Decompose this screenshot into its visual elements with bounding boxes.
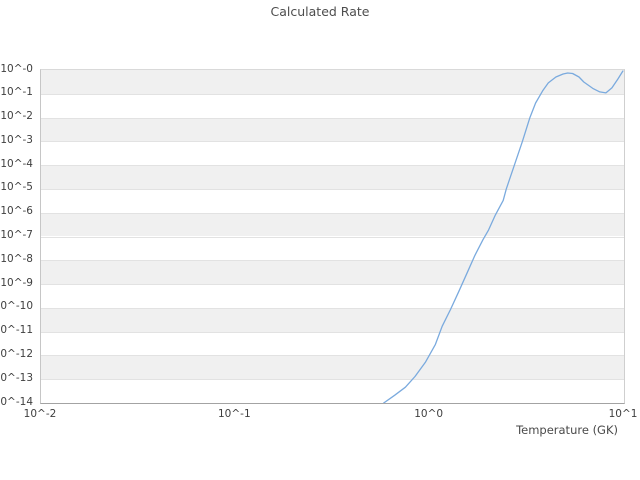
gridline — [41, 331, 624, 333]
y-tick-label: 10^-1 — [0, 86, 33, 99]
x-tick-label: 10^1 — [608, 408, 638, 420]
rate-curve — [383, 70, 624, 403]
plot-band — [41, 70, 624, 94]
y-tick-label: 10^-13 — [0, 371, 33, 384]
y-tick-label: 10^-2 — [0, 110, 33, 123]
y-tick-label: 10^-11 — [0, 324, 33, 337]
chart-title: Calculated Rate — [270, 4, 370, 19]
gridline — [41, 307, 624, 309]
plot-band — [41, 307, 624, 332]
gridline — [41, 379, 624, 381]
y-tick-label: 10^-4 — [0, 157, 33, 170]
gridline — [41, 236, 624, 238]
plot-band — [41, 165, 624, 189]
y-tick-label: 10^-9 — [0, 276, 33, 289]
gridline — [41, 141, 624, 143]
gridline — [41, 93, 624, 95]
x-tick-label: 10^0 — [414, 408, 444, 420]
gridline — [41, 355, 624, 357]
plot-band — [41, 260, 624, 285]
y-tick-label: 10^-0 — [0, 62, 33, 75]
y-tick-label: 10^-6 — [0, 205, 33, 218]
plot-area — [40, 69, 625, 404]
rate-curve-line — [383, 70, 624, 403]
gridline — [41, 117, 624, 119]
plot-band — [41, 355, 624, 380]
y-tick-label: 10^-10 — [0, 300, 33, 313]
x-tick-label: 10^-1 — [218, 408, 251, 420]
y-tick-label: 10^-8 — [0, 252, 33, 265]
gridline — [41, 212, 624, 214]
y-tick-label: 10^-5 — [0, 181, 33, 194]
y-tick-label: 10^-14 — [0, 395, 33, 408]
x-axis-label: Temperature (GK) — [516, 423, 618, 437]
y-tick-label: 10^-7 — [0, 229, 33, 241]
y-tick-label: 10^-3 — [0, 133, 33, 146]
gridline — [41, 165, 624, 167]
gridline — [41, 284, 624, 286]
x-tick-label: 10^-2 — [23, 408, 57, 420]
gridline — [41, 188, 624, 190]
plot-band — [41, 212, 624, 237]
gridline — [41, 260, 624, 262]
y-tick-label: 10^-12 — [0, 347, 33, 360]
plot-band — [41, 117, 624, 142]
